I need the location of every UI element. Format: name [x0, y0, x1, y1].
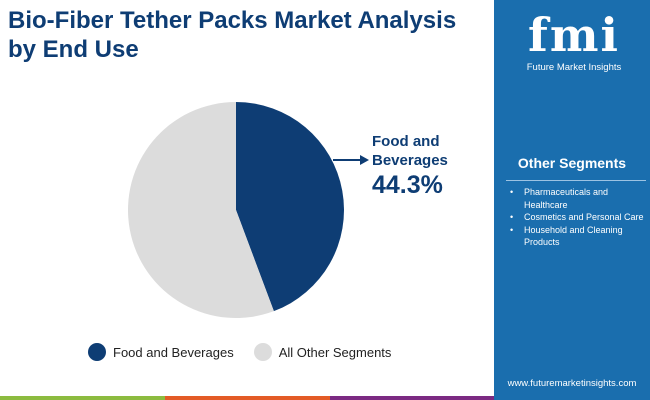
- legend-label: Food and Beverages: [113, 344, 234, 360]
- callout-label: Food and Beverages: [372, 133, 448, 169]
- logo-subtitle: Future Market Insights: [526, 62, 622, 73]
- pie-slice-all-other-segments: [128, 102, 274, 318]
- list-item: Household and Cleaning Products: [508, 224, 648, 249]
- chart-title: Bio-Fiber Tether Packs Market Analysis b…: [8, 7, 457, 63]
- divider: [506, 180, 646, 181]
- stripe-purple: [330, 396, 494, 400]
- legend-swatch: [88, 343, 106, 361]
- list-item: Cosmetics and Personal Care: [508, 211, 648, 224]
- list-item: Pharmaceuticals and Healthcare: [508, 186, 648, 211]
- legend-item-other: All Other Segments: [253, 343, 392, 361]
- arrow-head-icon: [360, 155, 369, 165]
- pie-chart: [128, 102, 369, 318]
- stripe-green: [0, 396, 165, 400]
- website-url[interactable]: www.futuremarketinsights.com: [507, 378, 637, 389]
- callout: Food and Beverages 44.3%: [372, 132, 462, 200]
- legend-swatch: [253, 343, 272, 361]
- logo-mark: fmi: [528, 8, 620, 62]
- legend: Food and Beverages All Other Segments: [88, 343, 411, 361]
- sidebar: fmi Future Market Insights Other Segment…: [494, 0, 650, 400]
- pie-slice-food-and-beverages: [236, 102, 345, 312]
- other-segments-heading: Other Segments: [517, 155, 627, 171]
- other-segments-list: Pharmaceuticals and Healthcare Cosmetics…: [508, 186, 648, 249]
- legend-label: All Other Segments: [278, 344, 392, 360]
- legend-item-food: Food and Beverages: [88, 343, 234, 361]
- fmi-logo: fmi Future Market Insights: [516, 8, 632, 73]
- stripe-orange: [165, 396, 330, 400]
- callout-value: 44.3%: [372, 171, 443, 199]
